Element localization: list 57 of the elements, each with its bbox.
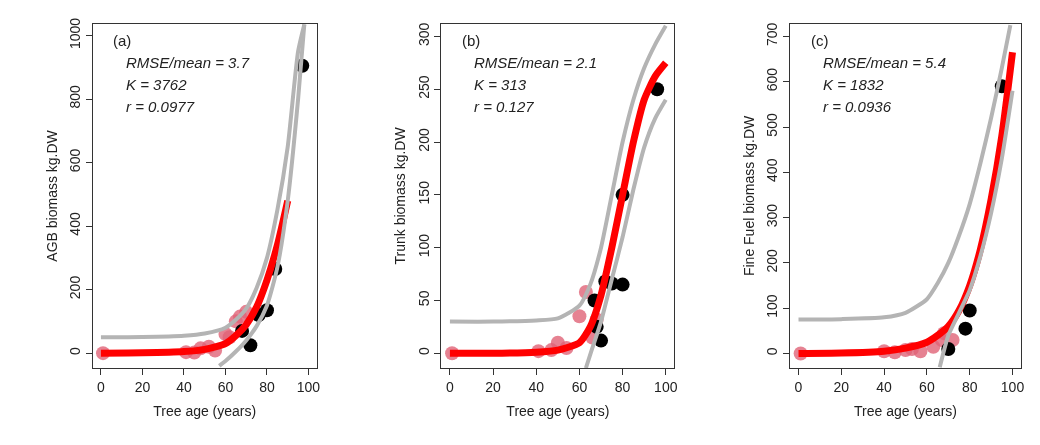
annotation: K = 3762 bbox=[126, 76, 188, 93]
x-tick-label: 80 bbox=[259, 378, 275, 395]
y-tick-label: 1000 bbox=[67, 17, 84, 49]
y-tick-label: 250 bbox=[415, 75, 432, 99]
annotation: (b) bbox=[462, 32, 481, 49]
annotation: K = 313 bbox=[474, 76, 527, 93]
x-tick-label: 80 bbox=[614, 378, 631, 395]
y-tick-label: 400 bbox=[67, 212, 84, 236]
y-tick-label: 800 bbox=[67, 85, 84, 109]
x-tick-label: 60 bbox=[217, 378, 234, 395]
x-tick-label: 40 bbox=[176, 378, 192, 395]
y-tick-label: 0 bbox=[415, 347, 432, 356]
annotation: (c) bbox=[811, 32, 829, 49]
y-tick-label: 100 bbox=[415, 233, 432, 258]
y-tick-label: 100 bbox=[764, 294, 781, 318]
x-tick-label: 60 bbox=[571, 378, 588, 395]
y-tick-label: 600 bbox=[67, 148, 84, 173]
y-tick-label: 200 bbox=[415, 128, 432, 152]
x-axis-title: Tree age (years) bbox=[153, 403, 257, 420]
x-tick-label: 0 bbox=[97, 378, 106, 395]
x-tick-label: 100 bbox=[296, 378, 321, 395]
x-tick-label: 40 bbox=[876, 378, 893, 395]
annotation: (a) bbox=[113, 32, 132, 49]
x-tick-label: 0 bbox=[446, 378, 455, 395]
x-axis-title: Tree age (years) bbox=[854, 403, 957, 420]
annotation: RMSE/mean = 5.4 bbox=[823, 54, 946, 71]
x-tick-label: 0 bbox=[794, 378, 803, 395]
y-tick-label: 400 bbox=[764, 158, 781, 182]
y-tick-label: 50 bbox=[415, 290, 432, 307]
x-tick-label: 100 bbox=[654, 378, 678, 395]
x-tick-label: 20 bbox=[833, 378, 850, 395]
x-tick-label: 80 bbox=[961, 378, 978, 395]
annotation: r = 0.0977 bbox=[126, 98, 195, 115]
y-tick-label: 200 bbox=[764, 248, 781, 273]
y-tick-label: 300 bbox=[415, 22, 432, 47]
annotation: K = 1832 bbox=[823, 76, 885, 93]
y-tick-label: 0 bbox=[67, 346, 84, 355]
annotation: r = 0.0936 bbox=[823, 98, 892, 115]
y-tick-label: 700 bbox=[764, 22, 781, 47]
x-tick-label: 100 bbox=[1000, 378, 1025, 395]
y-tick-label: 200 bbox=[67, 275, 84, 300]
x-tick-label: 20 bbox=[485, 378, 502, 395]
y-axis-title: AGB biomass kg.DW bbox=[43, 129, 60, 262]
x-tick-label: 20 bbox=[134, 378, 151, 395]
annotation: RMSE/mean = 2.1 bbox=[474, 54, 597, 71]
x-tick-label: 40 bbox=[528, 378, 545, 395]
y-tick-label: 500 bbox=[764, 113, 781, 137]
annotation: r = 0.127 bbox=[474, 98, 535, 115]
x-tick-label: 60 bbox=[919, 378, 935, 395]
y-tick-label: 150 bbox=[415, 180, 432, 205]
y-tick-label: 600 bbox=[764, 67, 781, 92]
annotation: RMSE/mean = 3.7 bbox=[126, 54, 250, 71]
y-tick-label: 300 bbox=[764, 203, 781, 228]
y-axis-title: Trunk biomass kg.DW bbox=[392, 126, 409, 265]
x-axis-title: Tree age (years) bbox=[506, 403, 610, 420]
y-tick-label: 0 bbox=[764, 347, 781, 356]
y-axis-title: Fine Fuel biomass kg.DW bbox=[740, 114, 757, 277]
